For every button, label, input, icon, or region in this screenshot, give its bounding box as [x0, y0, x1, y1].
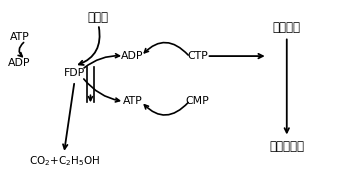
Text: ADP: ADP — [121, 51, 144, 61]
Text: 磷酸胆碱: 磷酸胆碱 — [273, 20, 301, 33]
Text: ATP: ATP — [123, 96, 142, 107]
Text: FDP: FDP — [64, 68, 85, 78]
Text: 葡萄糖: 葡萄糖 — [88, 11, 109, 24]
Text: CO$_2$+C$_2$H$_5$OH: CO$_2$+C$_2$H$_5$OH — [29, 154, 100, 168]
Text: CMP: CMP — [186, 96, 209, 107]
Text: 胆二磷胆碱: 胆二磷胆碱 — [269, 140, 304, 153]
Text: ATP: ATP — [10, 32, 30, 42]
Text: CTP: CTP — [187, 51, 208, 61]
Text: ADP: ADP — [8, 58, 31, 68]
